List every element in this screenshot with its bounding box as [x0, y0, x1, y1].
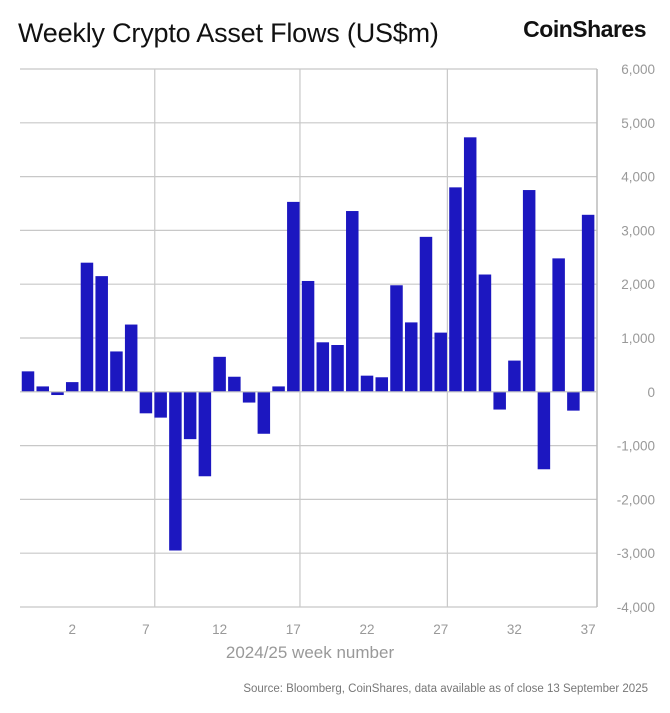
bar — [169, 391, 182, 551]
x-tick-label: 12 — [212, 622, 227, 637]
bar — [581, 214, 595, 392]
bar — [478, 274, 492, 392]
bar — [272, 386, 285, 392]
coinshares-logo: CoinShares — [523, 16, 646, 42]
bar — [552, 258, 565, 392]
bar — [36, 386, 49, 392]
chart-title: Weekly Crypto Asset Flows (US$m) — [18, 18, 439, 48]
bar — [390, 285, 403, 392]
bar — [242, 391, 256, 403]
y-tick-label: 0 — [647, 385, 655, 400]
bar — [404, 322, 418, 392]
bar — [124, 324, 138, 392]
y-tick-label: 1,000 — [621, 331, 655, 346]
bar — [51, 391, 64, 396]
x-axis-label: 2024/25 week number — [225, 643, 395, 662]
x-tick-label: 37 — [581, 622, 596, 637]
bar — [316, 342, 330, 392]
bar — [508, 360, 521, 392]
bar — [21, 371, 35, 392]
bar — [154, 391, 167, 418]
bar — [257, 391, 271, 434]
bar — [537, 391, 551, 470]
bar — [80, 262, 94, 392]
bar — [228, 376, 241, 392]
y-tick-label: -3,000 — [617, 546, 655, 561]
x-tick-label: 32 — [507, 622, 522, 637]
bar — [434, 332, 447, 392]
bar — [287, 201, 300, 392]
bar — [360, 375, 374, 392]
bar — [463, 137, 477, 392]
x-tick-label: 27 — [433, 622, 448, 637]
bar — [183, 391, 197, 440]
bar — [65, 382, 79, 392]
bar — [449, 187, 462, 392]
bar — [522, 190, 536, 392]
x-tick-label: 22 — [360, 622, 375, 637]
bar — [110, 351, 123, 392]
bar — [301, 280, 315, 392]
bar — [375, 377, 389, 392]
bar — [567, 391, 580, 411]
bar — [139, 391, 153, 414]
y-tick-label: 6,000 — [621, 62, 655, 77]
bar — [198, 391, 212, 477]
y-tick-label: -4,000 — [617, 600, 655, 615]
y-tick-label: 3,000 — [621, 223, 655, 238]
x-tick-label: 7 — [142, 622, 150, 637]
bar — [213, 356, 226, 392]
bar — [346, 211, 359, 392]
y-tick-label: 2,000 — [621, 277, 655, 292]
bar — [95, 276, 108, 392]
bar — [331, 344, 344, 392]
x-tick-label: 17 — [286, 622, 301, 637]
y-tick-label: -2,000 — [617, 492, 655, 507]
y-tick-label: -1,000 — [617, 439, 655, 454]
source-note: Source: Bloomberg, CoinShares, data avai… — [243, 683, 648, 695]
y-tick-label: 5,000 — [621, 116, 655, 131]
bar — [493, 391, 506, 410]
bar — [419, 236, 433, 392]
x-tick-label: 2 — [68, 622, 76, 637]
y-tick-label: 4,000 — [621, 170, 655, 185]
